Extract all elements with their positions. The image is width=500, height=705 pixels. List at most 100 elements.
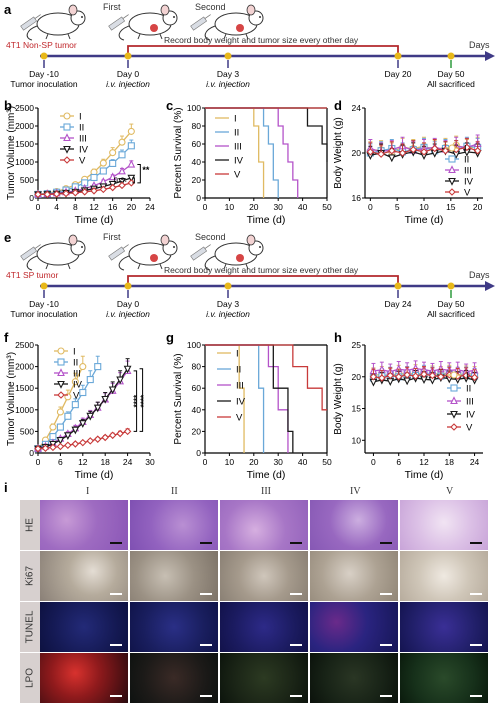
data-point bbox=[71, 378, 79, 386]
data-point bbox=[369, 372, 378, 381]
x-tick-label: 0 bbox=[203, 457, 208, 467]
legend-label: I bbox=[79, 112, 82, 123]
series-line bbox=[205, 344, 265, 453]
x-axis-label: Time (d) bbox=[75, 469, 114, 481]
data-point bbox=[437, 372, 445, 381]
micrograph-ki67 bbox=[310, 551, 398, 601]
y-tick-label: 60 bbox=[192, 383, 202, 393]
data-point bbox=[94, 363, 102, 371]
data-point bbox=[71, 440, 80, 448]
data-point bbox=[34, 190, 42, 199]
legend-label: IV bbox=[466, 410, 476, 421]
x-tick-label: 20 bbox=[127, 202, 137, 212]
panel-label-g: g bbox=[166, 330, 174, 345]
legend-label: II bbox=[79, 123, 84, 134]
micrograph-lpo bbox=[40, 653, 128, 703]
x-axis-label: Time (d) bbox=[75, 214, 114, 226]
data-point bbox=[409, 145, 418, 154]
event-desc: i.v. injection bbox=[106, 79, 150, 89]
legend-label: I bbox=[466, 371, 469, 382]
syringe-icon bbox=[190, 14, 212, 31]
row-label-he: HE bbox=[20, 500, 40, 550]
data-point bbox=[56, 423, 64, 431]
legend-marker bbox=[450, 423, 458, 431]
data-point bbox=[420, 148, 428, 156]
legend-marker bbox=[63, 145, 71, 154]
y-tick-label: 1000 bbox=[15, 157, 34, 167]
legend-label: V bbox=[79, 156, 86, 167]
schematic-a: First Second 4T1 Non-SP tumor Record bod… bbox=[6, 2, 495, 89]
data-point bbox=[62, 189, 70, 198]
significance-label: ** bbox=[142, 165, 150, 175]
y-tick-label: 100 bbox=[187, 340, 201, 350]
event-day: Day 20 bbox=[385, 69, 412, 79]
micrograph-lpo bbox=[130, 653, 218, 703]
legend-label: IV bbox=[464, 177, 474, 188]
legend-marker bbox=[63, 133, 71, 142]
event-day: Day -10 bbox=[29, 69, 59, 79]
y-tick-label: 20 bbox=[192, 175, 202, 185]
syringe-icon bbox=[190, 244, 212, 261]
legend-label: I bbox=[464, 144, 467, 155]
tumor-icon bbox=[236, 254, 244, 262]
data-point bbox=[56, 442, 65, 451]
legend-marker bbox=[63, 123, 71, 131]
legend-marker bbox=[448, 155, 456, 163]
x-tick-label: 18 bbox=[445, 457, 455, 467]
series-V bbox=[34, 427, 132, 453]
x-tick-label: 0 bbox=[36, 457, 41, 467]
micrograph-he bbox=[400, 500, 488, 550]
legend-marker bbox=[57, 358, 65, 366]
second-label: Second bbox=[195, 2, 226, 12]
x-axis-label: Time (d) bbox=[405, 214, 444, 226]
micrograph-tunel bbox=[310, 602, 398, 652]
micrograph-ki67 bbox=[40, 551, 128, 601]
event-day: Day 50 bbox=[438, 299, 465, 309]
significance-label: n.s. bbox=[113, 174, 127, 184]
data-point bbox=[428, 371, 437, 380]
series-line bbox=[205, 344, 289, 453]
series-II bbox=[205, 107, 279, 198]
data-point bbox=[71, 189, 80, 197]
legend-label: V bbox=[464, 188, 471, 199]
data-point bbox=[86, 376, 94, 384]
x-tick-label: 50 bbox=[322, 202, 332, 212]
tumor-icon bbox=[150, 24, 158, 32]
legend-marker bbox=[448, 144, 456, 152]
data-point bbox=[394, 372, 403, 381]
event-desc: Tumor inoculation bbox=[10, 309, 78, 319]
data-point bbox=[86, 437, 95, 445]
data-point bbox=[108, 183, 117, 192]
legend-label: II bbox=[73, 358, 78, 369]
legend-marker bbox=[450, 396, 458, 405]
data-point bbox=[79, 388, 87, 397]
data-point bbox=[63, 432, 72, 441]
data-point bbox=[127, 127, 135, 135]
panel-label-d: d bbox=[334, 98, 342, 113]
panel-label-b: b bbox=[4, 98, 12, 113]
y-tick-label: 16 bbox=[352, 193, 362, 203]
legend-marker bbox=[448, 188, 456, 196]
data-point bbox=[420, 370, 428, 379]
tumor-icon bbox=[236, 24, 244, 32]
data-point bbox=[463, 143, 471, 152]
event-day: Day 3 bbox=[217, 299, 239, 309]
y-tick-label: 2500 bbox=[15, 103, 34, 113]
event-day: Day 0 bbox=[117, 299, 139, 309]
y-axis-label: Percent Survival (%) bbox=[173, 353, 184, 444]
data-point bbox=[473, 146, 482, 155]
legend-label: III bbox=[236, 381, 244, 392]
data-point bbox=[108, 386, 117, 395]
data-point bbox=[118, 166, 126, 175]
data-point bbox=[79, 363, 87, 371]
data-point bbox=[49, 423, 57, 431]
legend-label: II bbox=[236, 365, 241, 376]
data-point bbox=[386, 371, 395, 380]
chart-c-survival: 0 10 20 30 40 50 0 20 40 60 80 100 Time (d) Percent S… bbox=[173, 103, 332, 226]
x-tick-label: 8 bbox=[73, 202, 78, 212]
data-point bbox=[109, 159, 117, 167]
y-tick-label: 40 bbox=[192, 405, 202, 415]
legend-label: I bbox=[234, 114, 237, 125]
data-point bbox=[387, 154, 396, 163]
data-point bbox=[398, 149, 407, 157]
